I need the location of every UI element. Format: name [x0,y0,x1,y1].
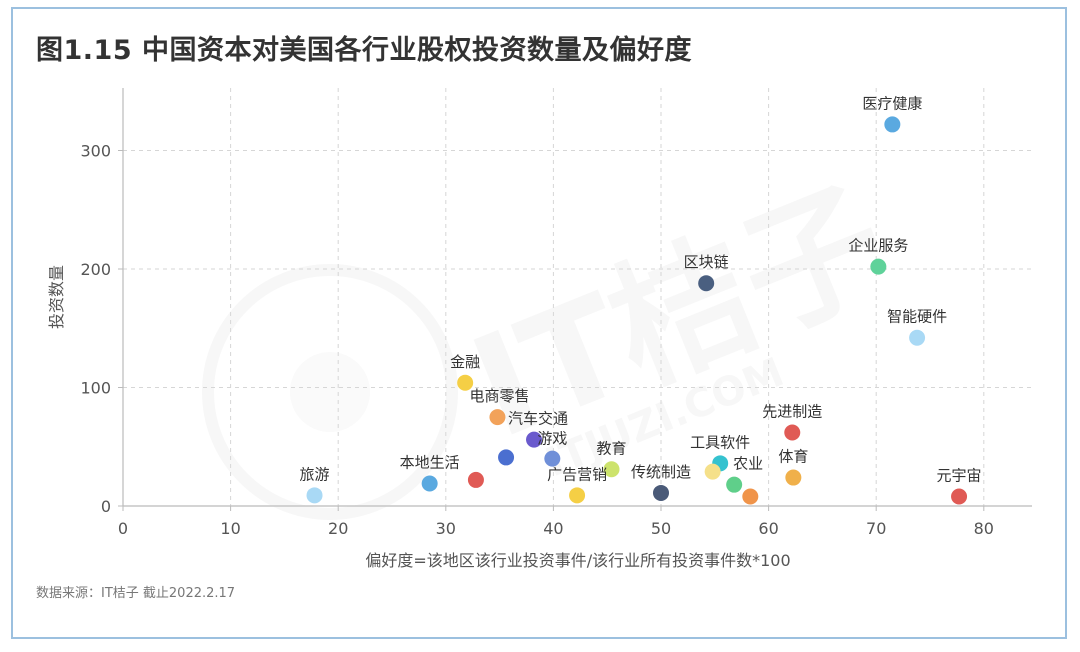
scatter-point [698,275,715,292]
scatter-point [726,476,743,493]
grid [123,88,1032,506]
scatter-point [870,258,887,275]
axes [122,88,1032,507]
scatter-point [544,450,561,467]
point-labels: 医疗健康企业服务区块链智能硬件金融电商零售汽车交通游戏 先进制造工具软件 教育体育农… [300,94,982,484]
point-label: 企业服务 [848,237,908,255]
point-label: 智能硬件 [887,308,947,326]
scatter-point [653,484,669,501]
data-source: 数据来源：IT桔子 截止2022.2.17 [36,586,236,601]
y-tick-label: 100 [80,379,111,398]
scatter-point [489,409,506,426]
x-tick-label: 40 [543,519,563,538]
y-tick-label: 300 [80,142,111,161]
point-label: 区块链 [684,253,729,271]
watermark-logo-ring [202,264,458,520]
scatter-point [785,469,802,486]
scatter-point [467,471,484,488]
x-tick-label: 0 [118,519,128,538]
data-points [306,116,968,505]
point-label: 农业 [733,455,763,473]
x-tick-label: 50 [651,519,671,538]
x-tick-label: 60 [758,519,778,538]
scatter-point [306,487,323,504]
point-label: 汽车交通 [508,410,568,428]
x-tick-label: 70 [866,519,886,538]
point-label: 先进制造 [762,403,822,421]
x-tick-labels: 0 10 20 30 40 50 60 70 80 [118,506,994,538]
y-tick-label: 0 [101,497,111,516]
scatter-point [742,488,759,505]
scatter-point [603,461,620,478]
point-label: 广告营销 [547,465,607,483]
x-tick-label: 80 [974,519,994,538]
point-label: 电商零售 [469,387,529,405]
point-label: 金融 [450,353,480,371]
y-tick-label: 200 [80,260,111,279]
point-label: 本地生活 [400,453,460,471]
y-axis-title: 投资数量 [47,265,66,329]
scatter-point [498,449,515,466]
scatter-point [784,424,801,441]
point-label: 体育 [778,448,808,466]
point-label: 传统制造 [631,463,691,481]
x-tick-label: 20 [328,519,348,538]
scatter-point [704,463,721,480]
watermark-logo-core [290,352,370,432]
x-tick-label: 10 [220,519,240,538]
point-label: 元宇宙 [937,467,982,485]
scatter-point [569,487,586,504]
point-label: 教育 [596,439,626,457]
chart-frame [11,7,1067,639]
scatter-point [951,488,968,505]
chart-title: 图1.15 中国资本对美国各行业股权投资数量及偏好度 [36,35,693,66]
scatter-point [421,475,438,492]
y-tick-labels: 0 100 200 300 [80,142,123,516]
point-label: 医疗健康 [862,94,922,112]
x-tick-label: 30 [436,519,456,538]
scatter-point [457,374,474,391]
point-label: 旅游 [300,465,330,483]
scatter-point [526,431,543,448]
scatter-point [909,329,926,346]
scatter-point [884,116,901,133]
point-label: 游戏 [537,430,567,448]
x-axis-title: 偏好度=该地区该行业投资事件/该行业所有投资事件数*100 [365,551,790,570]
point-label: 工具软件 [690,433,750,451]
